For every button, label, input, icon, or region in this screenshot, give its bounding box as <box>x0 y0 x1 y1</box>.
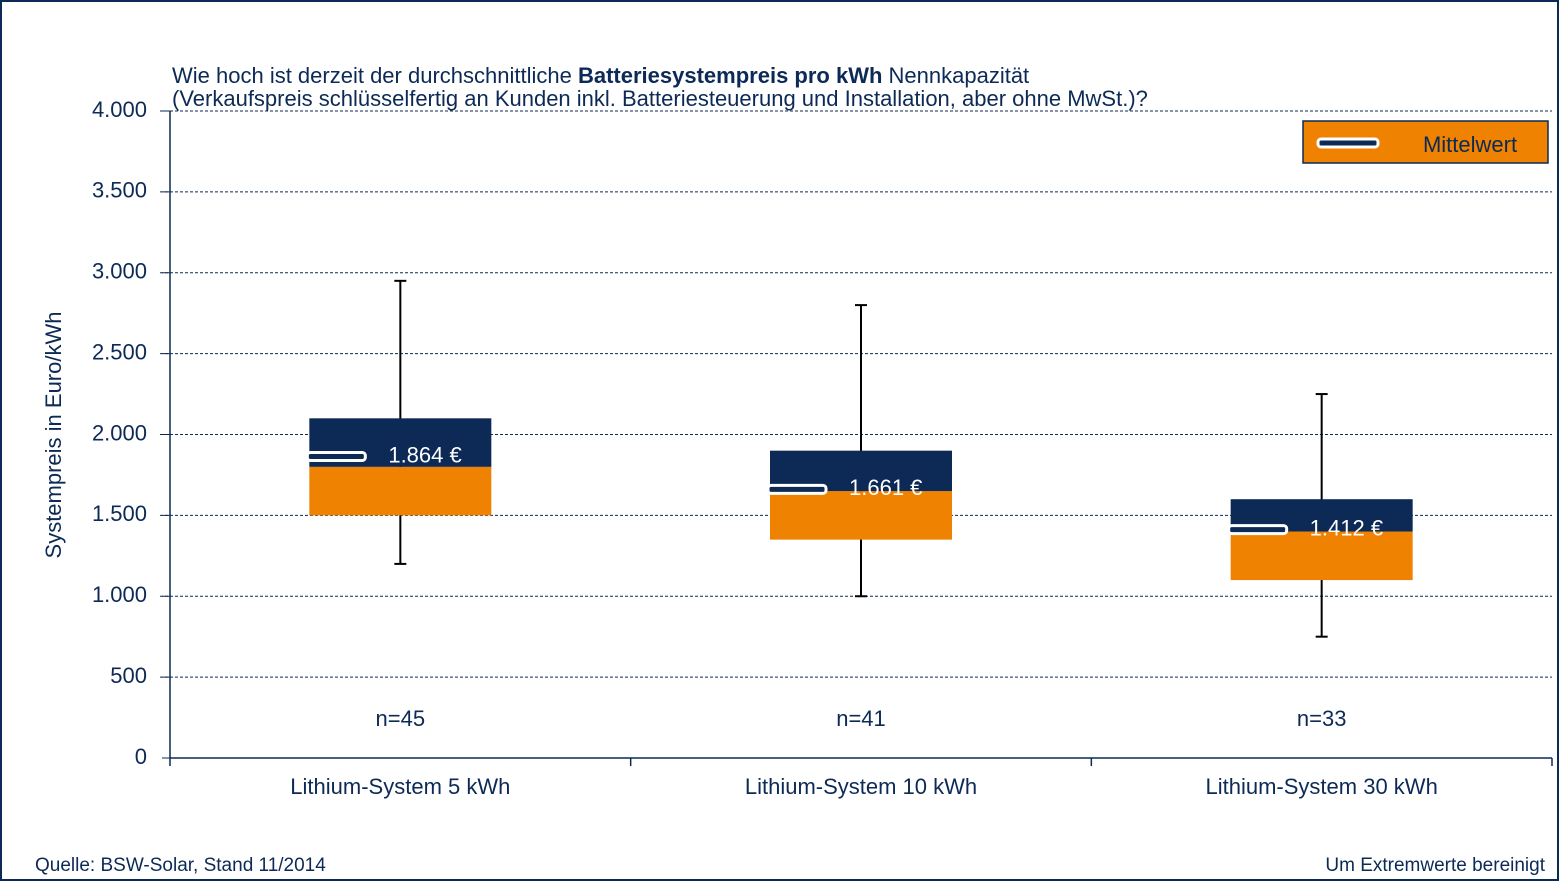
y-tick-label: 3.000 <box>92 259 147 284</box>
mean-marker <box>766 483 828 495</box>
y-tick-label: 3.500 <box>92 178 147 203</box>
chart-title: Wie hoch ist derzeit der durchschnittlic… <box>172 63 1029 88</box>
x-tick-label: Lithium-System 5 kWh <box>290 774 510 799</box>
mean-marker <box>305 450 367 462</box>
box-lower <box>1230 531 1413 581</box>
x-tick-label: Lithium-System 10 kWh <box>745 774 977 799</box>
mean-marker <box>1227 524 1289 536</box>
y-tick-label: 4.000 <box>92 97 147 122</box>
n-label: n=45 <box>376 706 426 731</box>
legend-label: Mittelwert <box>1423 132 1517 157</box>
y-tick-label: 500 <box>110 663 147 688</box>
box-lower <box>770 491 952 540</box>
mean-label: 1.661 € <box>849 475 922 500</box>
y-tick-label: 2.500 <box>92 339 147 364</box>
y-tick-label: 1.000 <box>92 582 147 607</box>
title-part: Wie hoch ist derzeit der durchschnittlic… <box>172 63 578 88</box>
y-tick-label: 2.000 <box>92 420 147 445</box>
y-axis-label: Systempreis in Euro/kWh <box>41 312 66 559</box>
title-part: Batteriesystempreis pro kWh <box>578 63 882 88</box>
x-tick-label: Lithium-System 30 kWh <box>1206 774 1438 799</box>
source: Quelle: BSW-Solar, Stand 11/2014 <box>35 855 326 876</box>
y-tick-label: 1.500 <box>92 501 147 526</box>
y-tick-label: 0 <box>135 744 147 769</box>
n-label: n=41 <box>836 706 886 731</box>
legend-marker <box>1316 137 1380 149</box>
n-label: n=33 <box>1297 706 1347 731</box>
note: Um Extremwerte bereinigt <box>1325 855 1545 876</box>
mean-label: 1.864 € <box>388 442 461 467</box>
mean-label: 1.412 € <box>1310 515 1383 540</box>
box-lower <box>309 466 492 516</box>
chart-subtitle: (Verkaufspreis schlüsselfertig an Kunden… <box>172 86 1148 111</box>
title-part: Nennkapazität <box>882 63 1029 88</box>
